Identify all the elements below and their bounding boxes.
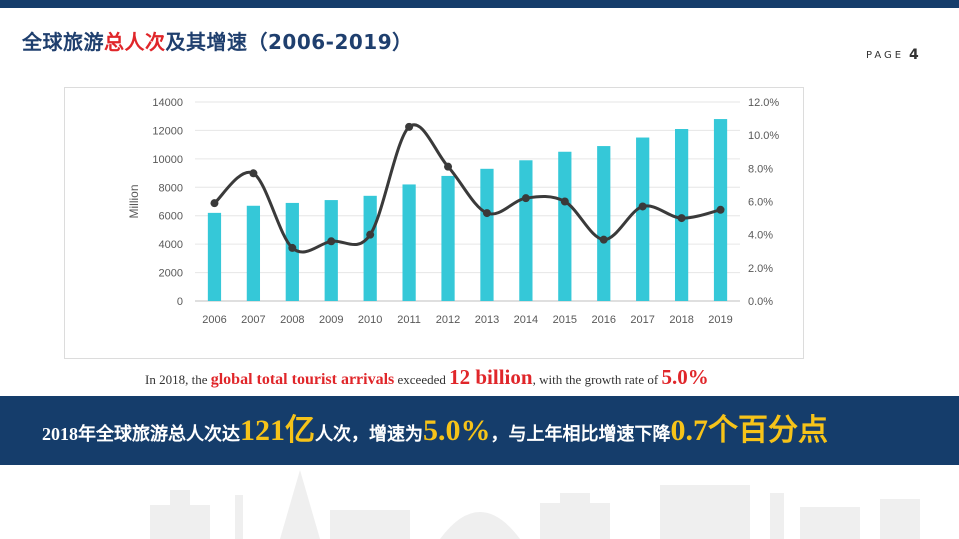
- x-tick-label: 2017: [630, 314, 654, 326]
- x-tick-label: 2019: [708, 314, 732, 326]
- caption-part1: In 2018, the: [145, 372, 211, 387]
- banner-highlight-rate: 5.0%: [423, 414, 491, 447]
- y2-tick-label: 12.0%: [748, 97, 779, 109]
- summary-banner: 2018年全球旅游总人次达121亿人次，增速为5.0%，与上年相比增速下降0.7…: [0, 396, 959, 465]
- x-tick-label: 2009: [319, 314, 343, 326]
- bar: [324, 200, 338, 301]
- page-title: 全球旅游总人次及其增速（2006-2019）: [22, 26, 413, 55]
- growth-rate-point: [560, 197, 569, 206]
- title-part1: 全球旅游: [22, 30, 104, 54]
- growth-rate-point: [366, 230, 375, 239]
- growth-rate-point: [444, 162, 453, 171]
- x-tick-label: 2016: [592, 314, 616, 326]
- x-tick-label: 2014: [514, 314, 538, 326]
- y2-tick-label: 10.0%: [748, 130, 779, 142]
- bar: [558, 151, 572, 301]
- bar: [363, 195, 377, 301]
- caption-part3: , with the growth rate of: [532, 372, 662, 387]
- y2-tick-label: 8.0%: [748, 163, 773, 175]
- bar: [285, 202, 299, 301]
- growth-rate-point: [482, 209, 491, 218]
- bar: [246, 205, 261, 301]
- x-tick-label: 2008: [280, 314, 304, 326]
- x-tick-label: 2006: [202, 314, 226, 326]
- y2-tick-label: 6.0%: [748, 197, 773, 209]
- growth-rate-point: [288, 243, 297, 252]
- y2-tick-label: 2.0%: [748, 263, 773, 275]
- banner-text: 2018年全球旅游总人次达121亿人次，增速为5.0%，与上年相比增速下降0.7…: [42, 396, 828, 465]
- page-number: 4: [909, 47, 919, 63]
- caption-highlight-arrivals: global total tourist arrivals: [210, 371, 395, 388]
- y2-tick-label: 4.0%: [748, 230, 773, 242]
- caption-highlight-billion: 12 billion: [449, 365, 533, 389]
- x-tick-label: 2015: [553, 314, 577, 326]
- x-tick-label: 2010: [358, 314, 382, 326]
- y-tick-label: 0: [177, 296, 183, 308]
- banner-part4: 个百分点: [708, 414, 828, 447]
- english-caption: In 2018, the global total tourist arriva…: [145, 362, 709, 392]
- combo-chart: 0 2000 4000 6000 8000 10000 12000 14000 0.0% 2.0%…: [127, 97, 779, 326]
- page-label: PAGE: [866, 50, 905, 61]
- bar: [441, 175, 455, 301]
- x-tick-label: 2013: [475, 314, 499, 326]
- caption-highlight-rate: 5.0%: [661, 365, 709, 389]
- growth-rate-point: [716, 205, 725, 214]
- x-tick-label: 2007: [241, 314, 265, 326]
- skyline-decoration-icon: [150, 470, 920, 539]
- x-tick-label: 2012: [436, 314, 460, 326]
- bar: [519, 160, 533, 301]
- growth-rate-point: [599, 235, 608, 244]
- bar: [480, 168, 494, 301]
- y-tick-label: 12000: [152, 125, 183, 137]
- y-tick-label: 8000: [159, 182, 183, 194]
- y-tick-label: 14000: [152, 97, 183, 109]
- title-accent: 总人次: [104, 30, 166, 54]
- y-tick-label: 4000: [159, 239, 183, 251]
- x-tick-label: 2011: [397, 314, 421, 326]
- banner-highlight-total: 121亿: [240, 414, 315, 447]
- banner-part3: ，与上年相比增速下降: [490, 424, 671, 444]
- y-tick-label: 6000: [159, 211, 183, 223]
- y-axis-label: Million: [127, 184, 141, 218]
- growth-rate-point: [249, 169, 258, 178]
- y-tick-label: 2000: [159, 268, 183, 280]
- bar: [636, 137, 650, 301]
- growth-rate-point: [521, 194, 530, 203]
- y2-tick-label: 0.0%: [748, 296, 773, 308]
- growth-rate-point: [638, 202, 647, 211]
- top-accent-bar: [0, 0, 959, 8]
- growth-rate-point: [677, 214, 686, 223]
- banner-part2: 人次，增速为: [315, 424, 423, 444]
- bar: [597, 146, 611, 301]
- growth-rate-point: [327, 237, 336, 246]
- y-tick-label: 10000: [152, 154, 183, 166]
- banner-part1: 2018年全球旅游总人次达: [42, 424, 240, 444]
- bar: [402, 184, 416, 301]
- x-tick-label: 2018: [669, 314, 693, 326]
- title-part2: 及其增速（2006-2019）: [165, 30, 413, 54]
- growth-rate-point: [210, 199, 219, 208]
- bar: [207, 212, 222, 301]
- banner-highlight-decline: 0.7: [670, 414, 709, 447]
- caption-part2: exceeded: [394, 372, 450, 387]
- growth-rate-point: [405, 122, 414, 131]
